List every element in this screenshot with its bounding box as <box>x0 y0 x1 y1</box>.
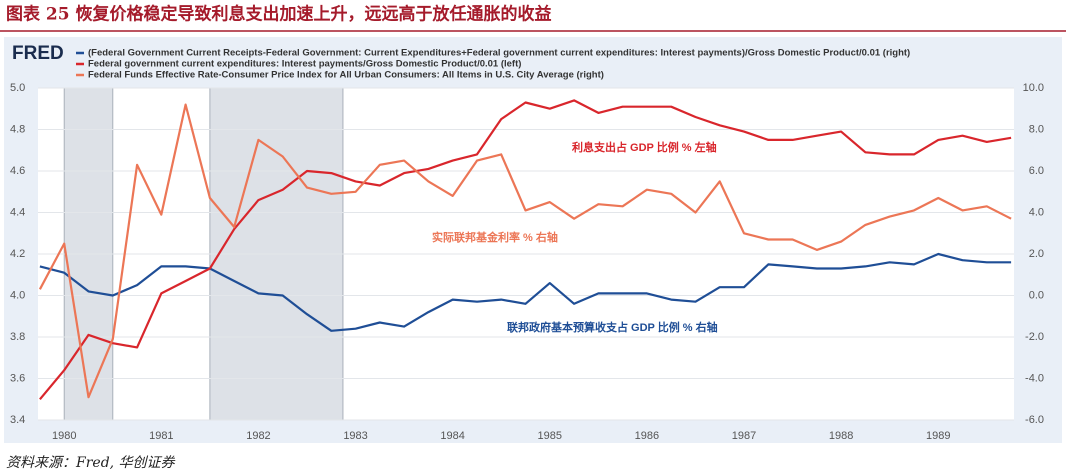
x-tick-label: 1982 <box>246 430 270 442</box>
series-line <box>39 252 1012 332</box>
source-note: 资料来源：Fred, 华创证券 <box>6 455 176 471</box>
y2-tick-label: 6.0 <box>1029 165 1044 177</box>
y-tick-label: 4.4 <box>10 206 25 218</box>
legend-label: Federal government current expenditures:… <box>88 59 521 70</box>
x-tick-label: 1980 <box>52 430 76 442</box>
y-tick-label: 5.0 <box>10 82 25 94</box>
series-line <box>38 103 1012 399</box>
annotation: 联邦政府基本预算收支占 GDP 比例 % 右轴 <box>507 320 718 334</box>
y2-tick-label: 8.0 <box>1029 123 1044 135</box>
y2-tick-label: -6.0 <box>1025 414 1044 426</box>
y-tick-label: 3.4 <box>10 414 25 426</box>
x-tick-label: 1987 <box>732 430 756 442</box>
x-tick-label: 1984 <box>440 430 464 442</box>
legend-label: Federal Funds Effective Rate-Consumer Pr… <box>88 70 604 81</box>
x-tick-label: 1988 <box>829 430 853 442</box>
y-tick-label: 4.6 <box>10 165 25 177</box>
y2-tick-label: 10.0 <box>1023 82 1044 94</box>
logo: FRED <box>12 43 64 64</box>
x-tick-label: 1986 <box>635 430 659 442</box>
x-tick-label: 1989 <box>926 430 950 442</box>
y-tick-label: 3.6 <box>10 372 25 384</box>
annotation: 利息支出占 GDP 比例 % 左轴 <box>572 140 717 154</box>
x-tick-label: 1983 <box>343 430 367 442</box>
series-line <box>39 99 1012 401</box>
page-title: 图表 25 恢复价格稳定导致利息支出加速上升，远远高于放任通胀的收益 <box>6 4 552 25</box>
y-tick-label: 4.2 <box>10 248 25 260</box>
y-tick-label: 4.8 <box>10 123 25 135</box>
annotation: 实际联邦基金利率 % 右轴 <box>432 230 558 244</box>
y-tick-label: 3.8 <box>10 331 25 343</box>
y2-tick-label: 0.0 <box>1029 289 1044 301</box>
x-tick-label: 1981 <box>149 430 173 442</box>
y2-tick-label: -2.0 <box>1025 331 1044 343</box>
legend-label: (Federal Government Current Receipts-Fed… <box>88 48 910 59</box>
y2-tick-label: -4.0 <box>1025 372 1044 384</box>
y2-tick-label: 2.0 <box>1029 248 1044 260</box>
y-tick-label: 4.0 <box>10 289 25 301</box>
y2-tick-label: 4.0 <box>1029 206 1044 218</box>
x-tick-label: 1985 <box>538 430 562 442</box>
